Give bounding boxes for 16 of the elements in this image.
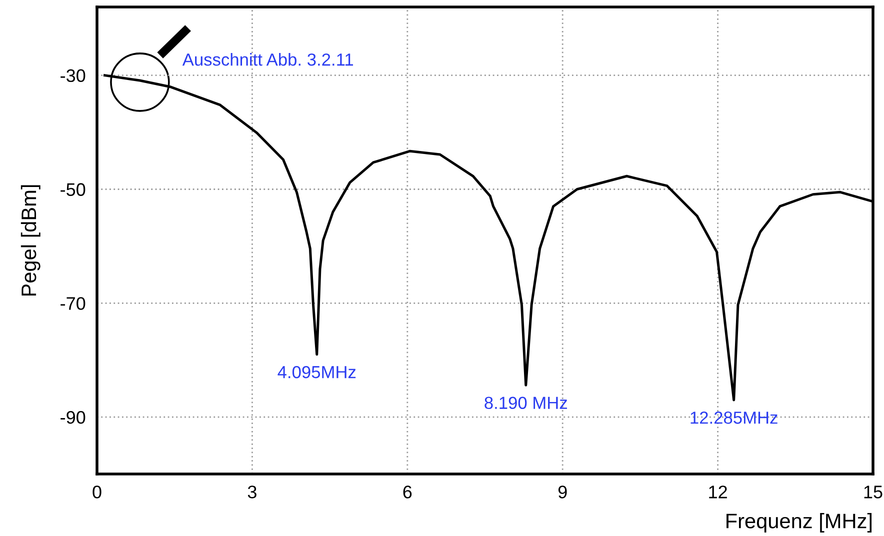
annotation: 4.095MHz <box>278 366 356 378</box>
y-tick-label: -90 <box>60 410 86 424</box>
x-tick-label: 0 <box>92 486 102 498</box>
y-tick-label: -30 <box>60 69 86 82</box>
x-tick-label: 9 <box>558 486 567 498</box>
x-tick-label: 12 <box>709 486 727 498</box>
y-axis-title: Pegel [dBm] <box>20 185 40 296</box>
y-tick-label: -50 <box>60 183 86 196</box>
annotation: 12.285MHz <box>690 412 778 424</box>
y-tick-label: -70 <box>60 297 86 310</box>
x-tick-label: 6 <box>403 486 412 498</box>
x-tick-label: 15 <box>864 486 882 498</box>
annotation: Ausschnitt Abb. 3.2.11 <box>182 53 353 66</box>
x-tick-label: 3 <box>248 486 256 498</box>
annotation: 8.190 MHz <box>484 396 567 410</box>
x-axis-title: Frequenz [MHz] <box>726 513 872 532</box>
